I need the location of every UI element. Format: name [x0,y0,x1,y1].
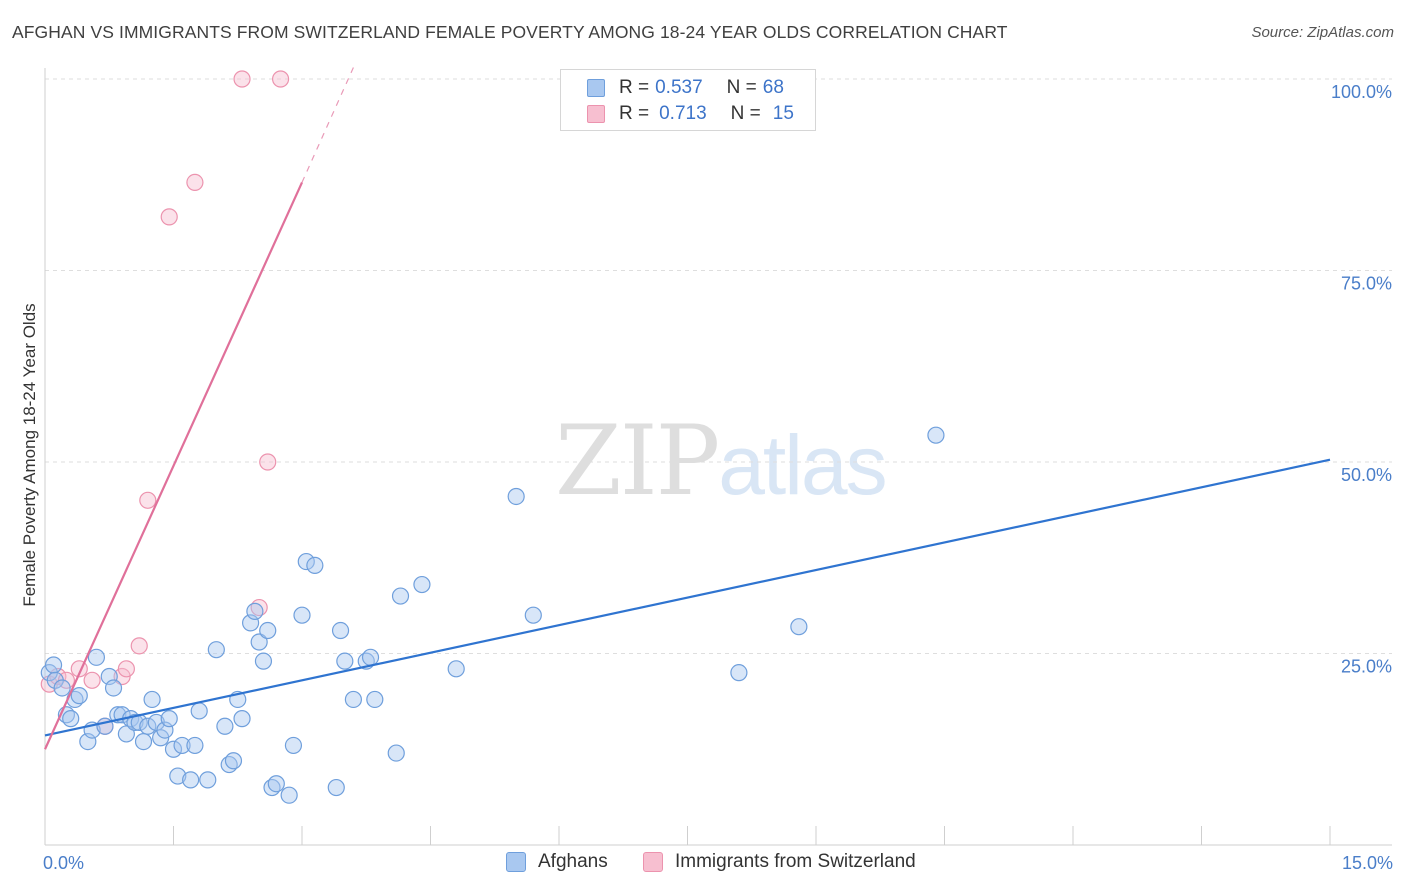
watermark-atlas: atlas [718,418,887,512]
afghans-point [186,736,204,755]
afghans-point [53,679,71,697]
afghans-point [361,648,380,666]
afghans-point [254,652,273,670]
swiss-point [160,208,178,226]
afghans-point [327,778,345,797]
afghans-point [730,664,748,682]
swiss-point [117,660,135,678]
afghans-point [160,710,178,728]
swiss-point [186,173,204,192]
afghans-point [143,690,161,709]
afghans-point [293,606,311,624]
afghans-point [507,487,525,506]
chart-title: AFGHAN VS IMMIGRANTS FROM SWITZERLAND FE… [12,22,1008,42]
afghans-point [169,767,187,785]
afghans-point [207,641,225,659]
afghans-point [190,702,208,720]
afghans-point [164,740,183,758]
afghans-point [790,618,808,636]
afghans-point [70,687,88,705]
afghans-point [182,771,200,789]
afghans-point [447,660,465,678]
afghans-trend-line [44,458,1331,737]
source-label: Source: ZipAtlas.com [1251,24,1394,41]
afghans-point [139,717,157,735]
legend-row-swiss: R = 0.713 N = 15 [587,101,794,127]
afghans-legend-label: Afghans [538,851,608,872]
afghans-point [344,690,362,709]
afghans-point [306,556,324,575]
afghans-point [126,713,144,732]
r-label: R = [619,103,650,124]
afghans-point [173,736,191,755]
afghans-point [297,552,315,571]
swiss-point [83,671,101,689]
y-tick-label: 100.0% [1331,82,1392,102]
afghans-point [331,621,350,640]
n-value: 15 [772,103,794,124]
afghans-point [280,786,298,804]
afghans-point [87,648,106,666]
n-label: N = [730,103,761,124]
legend-row-afghans: R = 0.537 N = 68 [587,75,784,101]
afghans-point [44,656,63,674]
swiss-point [130,637,148,655]
afghans-point [62,710,80,728]
y-tick-label: 25.0% [1341,657,1392,677]
swiss-swatch [587,105,605,123]
afghans-point [216,717,234,735]
afghans-point [336,652,354,670]
afghans-point [233,710,251,728]
afghans-swatch [587,79,605,97]
x-tick-label: 0.0% [43,853,84,873]
afghans-point [246,602,264,620]
afghans-point [524,606,542,624]
afghans-point [224,752,243,770]
swiss-legend-swatch [643,852,663,872]
afghans-point [250,633,268,651]
watermark-zip: ZIP [555,405,720,517]
legend-item-swiss[interactable]: Immigrants from Switzerland [643,851,916,873]
afghans-point [413,575,431,594]
afghans-point [134,732,153,751]
watermark: ZIPatlas [555,405,888,517]
correlation-legend: R = 0.537 N = 68 R = 0.713 N = 15 [560,69,816,131]
r-value: 0.713 [659,103,707,124]
x-tick-label: 15.0% [1342,853,1393,873]
swiss-trend-line [43,181,304,750]
r-value: 0.537 [655,77,703,98]
swiss-point [259,453,277,471]
swiss-point [139,491,157,509]
afghans-point [391,587,410,605]
y-tick-label: 50.0% [1341,465,1392,485]
afghans-legend-swatch [506,852,526,872]
afghans-point [104,679,123,697]
legend-item-afghans[interactable]: Afghans [506,851,608,873]
swiss-point [233,70,251,88]
n-label: N = [726,77,757,98]
afghans-point [259,621,277,640]
n-value: 68 [762,77,784,98]
afghans-point [387,744,405,762]
afghans-point [284,736,303,755]
y-axis-label: Female Poverty Among 18-24 Year Olds [20,303,39,607]
swiss-trend-extension [301,67,354,183]
series-legend: Afghans Immigrants from Switzerland [0,851,1406,877]
afghans-point [927,426,945,444]
r-label: R = [619,77,650,98]
afghans-point [267,775,285,793]
swiss-point [271,70,290,88]
swiss-legend-label: Immigrants from Switzerland [675,851,916,872]
y-tick-label: 75.0% [1341,274,1392,294]
afghans-point [366,690,384,709]
afghans-point [199,771,217,789]
